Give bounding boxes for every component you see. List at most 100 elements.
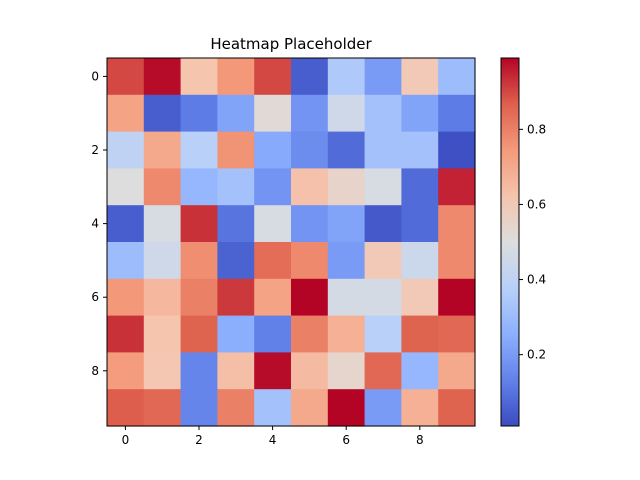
x-tick-label: 0	[122, 433, 130, 447]
heatmap-cell	[107, 389, 145, 427]
heatmap-cell	[327, 205, 366, 243]
y-tick-label: 6	[91, 290, 99, 304]
plot-frame	[106, 57, 476, 427]
heatmap-cell	[254, 389, 292, 427]
heatmap-cell	[143, 352, 182, 390]
heatmap-cell	[291, 205, 329, 243]
heatmap-cell	[107, 205, 145, 243]
heatmap-cell	[254, 278, 292, 317]
heatmap-cell	[327, 58, 366, 96]
heatmap-cell	[401, 242, 439, 280]
heatmap-cell	[107, 58, 145, 96]
heatmap-cell	[254, 58, 292, 96]
heatmap-cell	[438, 352, 476, 390]
heatmap-cell	[107, 278, 145, 317]
heatmap-cell	[107, 94, 145, 133]
heatmap-cell	[107, 168, 145, 206]
heatmap-cell	[401, 352, 439, 390]
heatmap-cell	[217, 131, 255, 169]
colorbar-tick-label: 0.8	[527, 122, 546, 136]
heatmap-cell	[438, 205, 476, 243]
heatmap-cell	[217, 389, 255, 427]
heatmap-cell	[254, 352, 292, 390]
heatmap-cell	[438, 58, 476, 96]
colorbar-tick-label: 0.2	[527, 348, 546, 362]
heatmap-cell	[327, 242, 366, 280]
x-tick-label: 4	[269, 433, 277, 447]
chart-title: Heatmap Placeholder	[210, 35, 372, 53]
heatmap-cell	[364, 389, 402, 427]
y-tick-label: 8	[91, 364, 99, 378]
heatmap-cell	[291, 278, 329, 317]
y-tick-label: 0	[91, 69, 99, 83]
heatmap-cell	[180, 205, 218, 243]
heatmap-cell	[143, 58, 182, 96]
heatmap-cell	[180, 131, 218, 169]
heatmap-cell	[327, 278, 366, 317]
heatmap-cell	[401, 205, 439, 243]
heatmap-cell	[180, 315, 218, 353]
heatmap-cell	[254, 315, 292, 353]
heatmap-cell	[438, 389, 476, 427]
heatmap-cell	[107, 352, 145, 390]
heatmap-cell	[217, 94, 255, 133]
heatmap-cell	[438, 94, 476, 133]
heatmap-cell	[327, 131, 366, 169]
colorbar-tick-label: 0.4	[527, 273, 546, 287]
heatmap-cell	[217, 168, 255, 206]
heatmap-cell	[291, 168, 329, 206]
heatmap-cell	[401, 389, 439, 427]
heatmap-cell	[438, 168, 476, 206]
heatmap-cell	[180, 242, 218, 280]
heatmap-cell	[143, 278, 182, 317]
heatmap-cell	[107, 315, 145, 353]
heatmap-cell	[291, 352, 329, 390]
heatmap-cell	[217, 315, 255, 353]
heatmap-cell	[254, 94, 292, 133]
heatmap-cell	[143, 315, 182, 353]
heatmap-cell	[217, 242, 255, 280]
heatmap-cell	[143, 168, 182, 206]
heatmap-cell	[401, 278, 439, 317]
heatmap-cell	[364, 168, 402, 206]
heatmap-cell	[143, 205, 182, 243]
heatmap-cell	[327, 168, 366, 206]
heatmap-cell	[401, 58, 439, 96]
heatmap-cell	[180, 389, 218, 427]
heatmap-cell	[291, 131, 329, 169]
heatmap-cell	[180, 94, 218, 133]
x-tick-label: 8	[416, 433, 424, 447]
heatmap-cell	[254, 168, 292, 206]
colorbar-tick-label: 0.6	[527, 197, 546, 211]
heatmap-cell	[401, 94, 439, 133]
heatmap-cell	[364, 94, 402, 133]
heatmap-cell	[327, 315, 366, 353]
heatmap-cell	[364, 205, 402, 243]
heatmap-cell	[143, 242, 182, 280]
heatmap-cells	[107, 58, 476, 427]
heatmap-cell	[180, 58, 218, 96]
heatmap-cell	[217, 58, 255, 96]
heatmap-axes: 0 2 4 6 8 0 2 4 6 8	[91, 57, 476, 447]
heatmap-cell	[291, 58, 329, 96]
y-tick-label: 2	[91, 143, 99, 157]
heatmap-cell	[438, 278, 476, 317]
heatmap-cell	[364, 278, 402, 317]
heatmap-cell	[291, 94, 329, 133]
heatmap-cell	[217, 278, 255, 317]
heatmap-cell	[327, 352, 366, 390]
heatmap-cell	[254, 131, 292, 169]
heatmap-cell	[401, 131, 439, 169]
heatmap-cell	[364, 58, 402, 96]
heatmap-cell	[438, 242, 476, 280]
heatmap-cell	[364, 131, 402, 169]
heatmap-cell	[180, 352, 218, 390]
x-tick-label: 2	[195, 433, 203, 447]
heatmap-cell	[254, 205, 292, 243]
heatmap-cell	[107, 242, 145, 280]
heatmap-cell	[401, 315, 439, 353]
heatmap-cell	[217, 205, 255, 243]
heatmap-cell	[180, 168, 218, 206]
heatmap-cell	[401, 168, 439, 206]
